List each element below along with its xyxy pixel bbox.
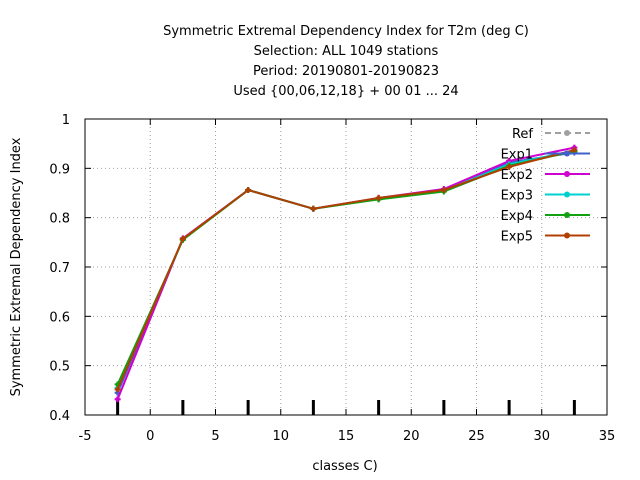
series-line-exp2 <box>116 146 575 400</box>
x-tick-label: 25 <box>468 429 485 444</box>
y-tick-label: 0.9 <box>49 162 70 177</box>
y-axis-label: Symmetric Extremal Dependency Index <box>9 137 24 396</box>
x-tick-label: 20 <box>403 429 420 444</box>
data-point-dot <box>245 187 251 193</box>
data-point-dot <box>441 187 447 193</box>
title-line: Selection: ALL 1049 stations <box>254 44 439 59</box>
series <box>114 144 578 403</box>
y-tick-label: 0.7 <box>49 261 70 276</box>
title-line: Used {00,06,12,18} + 00 01 ... 24 <box>233 84 458 99</box>
x-tick-label: 15 <box>338 429 355 444</box>
data-point-dot <box>572 147 577 153</box>
legend-marker <box>564 130 570 136</box>
legend-label: Exp1 <box>501 148 533 163</box>
x-tick-label: -5 <box>79 429 92 444</box>
x-tick-label: 35 <box>599 429 616 444</box>
series-line-exp3 <box>116 149 575 389</box>
data-point-dot <box>506 158 512 164</box>
legend-marker <box>564 212 570 218</box>
y-tick-label: 0.8 <box>49 212 70 227</box>
y-tick-label: 0.6 <box>49 310 70 325</box>
legend-label: Exp2 <box>501 168 533 183</box>
axis-ticks: -5 0 5 10 15 20 25 30 35 0.4 0.5 0.6 0.7 0.8 0.9 1 <box>49 113 615 444</box>
legend-marker <box>564 191 570 198</box>
chart-title: Symmetric Extremal Dependency Index for … <box>163 24 529 99</box>
title-line: Period: 20190801-20190823 <box>253 64 439 79</box>
x-axis-label: classes C) <box>312 459 377 474</box>
legend-label: Exp4 <box>501 209 533 224</box>
x-tick-label: 5 <box>211 429 219 444</box>
y-tick-label: 0.4 <box>49 409 70 424</box>
sample-bars <box>116 400 576 415</box>
legend-label: Ref <box>512 127 533 142</box>
title-line: Symmetric Extremal Dependency Index for … <box>163 24 529 39</box>
data-point-dot <box>376 195 381 201</box>
legend-label: Exp3 <box>501 189 533 204</box>
legend-marker <box>564 171 570 177</box>
x-tick-label: 0 <box>146 429 154 444</box>
y-tick-label: 0.5 <box>49 360 70 375</box>
x-tick-label: 10 <box>272 429 289 444</box>
data-point-dot <box>180 236 186 242</box>
y-tick-label: 1 <box>62 113 70 128</box>
data-point-dot <box>506 164 512 170</box>
data-point-dot <box>311 206 316 211</box>
grid <box>85 119 607 415</box>
x-tick-label: 30 <box>533 429 550 444</box>
legend: Ref Exp1 Exp2 Exp3 Exp4 Exp5 <box>501 127 590 245</box>
legend-label: Exp5 <box>501 230 533 245</box>
legend-marker <box>564 232 570 239</box>
data-point-dot <box>115 397 120 402</box>
data-point-dot <box>115 387 120 392</box>
legend-marker <box>564 150 570 157</box>
series-line-exp5 <box>116 149 575 390</box>
